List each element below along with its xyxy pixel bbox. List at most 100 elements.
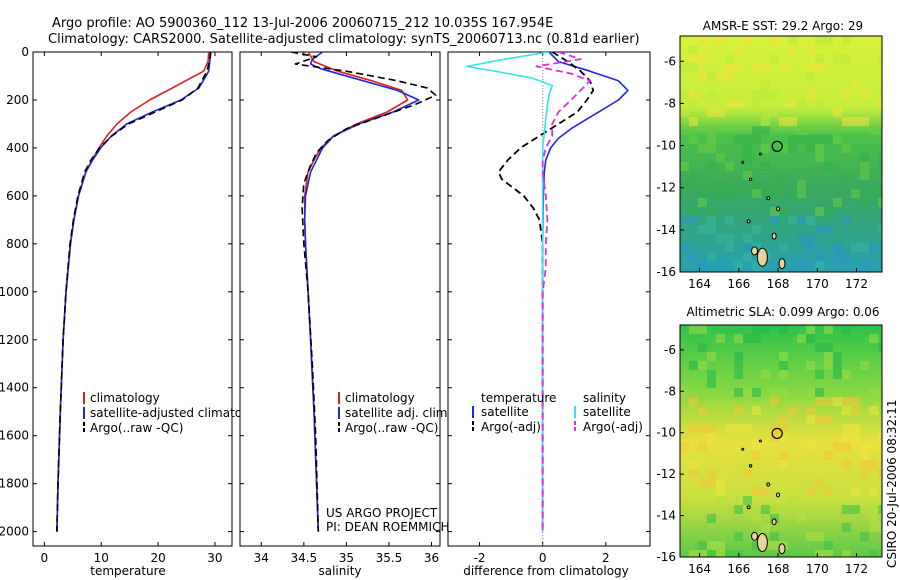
field-cell	[707, 370, 716, 379]
x-tick-label: 166	[727, 277, 750, 291]
field-cell	[860, 532, 869, 541]
credit-line1: US ARGO PROJECT	[326, 506, 438, 520]
field-cell	[860, 162, 869, 171]
field-cell	[752, 225, 761, 234]
field-cell	[797, 126, 806, 135]
field-cell	[806, 325, 815, 334]
field-cell	[779, 370, 788, 379]
field-cell	[860, 198, 869, 207]
x-tick-label: 0	[41, 551, 49, 565]
field-cell	[725, 424, 734, 433]
field-cell	[752, 126, 761, 135]
field-cell	[752, 63, 761, 72]
series-line-argo-raw-qc	[290, 52, 437, 532]
field-cell	[698, 198, 707, 207]
field-cell	[707, 514, 716, 523]
field-cell	[824, 361, 833, 370]
field-cell	[743, 243, 752, 252]
field-cell	[743, 144, 752, 153]
field-cell	[725, 234, 734, 243]
field-cell	[689, 90, 698, 99]
field-cell	[860, 117, 869, 126]
field-cell	[815, 252, 824, 261]
field-cell	[869, 334, 878, 343]
field-cell	[788, 45, 797, 54]
field-cell	[806, 90, 815, 99]
island-outline	[751, 531, 759, 541]
field-cell	[788, 36, 797, 45]
field-cell	[734, 352, 743, 361]
field-cell	[833, 252, 842, 261]
field-cell	[860, 442, 869, 451]
field-cell	[815, 478, 824, 487]
field-cell	[680, 442, 689, 451]
field-cell	[716, 550, 725, 557]
field-cell	[806, 216, 815, 225]
field-cell	[689, 171, 698, 180]
field-cell	[752, 135, 761, 144]
field-cell	[680, 216, 689, 225]
field-cell	[752, 487, 761, 496]
field-cell	[743, 234, 752, 243]
field-cell	[869, 243, 878, 252]
legend-label-climatology: climatology	[90, 391, 160, 405]
field-cell	[707, 252, 716, 261]
island-outline	[766, 196, 771, 201]
field-cell	[833, 361, 842, 370]
legend-label-climatology: climatology	[345, 391, 415, 405]
field-cell	[797, 99, 806, 108]
island-outline	[751, 246, 759, 256]
field-cell	[806, 532, 815, 541]
field-cell	[716, 270, 725, 272]
field-cell	[716, 496, 725, 505]
field-cell	[698, 424, 707, 433]
field-cell	[842, 171, 851, 180]
field-cell	[734, 361, 743, 370]
field-cell	[707, 478, 716, 487]
field-cell	[707, 162, 716, 171]
island-outline	[766, 482, 771, 487]
field-cell	[761, 523, 770, 532]
island-outline	[741, 160, 745, 164]
field-cell	[752, 90, 761, 99]
field-cell	[851, 243, 860, 252]
field-cell	[680, 126, 689, 135]
field-cell	[734, 45, 743, 54]
field-cell	[707, 108, 716, 117]
field-cell	[743, 334, 752, 343]
field-cell	[779, 352, 788, 361]
field-cell	[824, 550, 833, 557]
field-cell	[860, 171, 869, 180]
temperature-series	[56, 52, 212, 532]
field-cell	[689, 135, 698, 144]
series-line-salinity-satellite	[466, 52, 554, 532]
legend-label-temperature-satellite: satellite	[481, 405, 529, 419]
field-cell	[833, 352, 842, 361]
field-cell	[716, 541, 725, 550]
field-cell	[752, 261, 761, 270]
field-cell	[869, 388, 878, 397]
salinity-legend: climatology satellite adj. clim. Argo(..…	[338, 391, 451, 435]
field-cell	[878, 505, 882, 514]
field-cell	[689, 216, 698, 225]
difference-legend: temperature satellite Argo(-adj) salinit…	[472, 391, 643, 434]
field-cell	[806, 135, 815, 144]
field-cell	[752, 514, 761, 523]
difference-xlabel: difference from climatology	[463, 564, 629, 578]
field-cell	[734, 388, 743, 397]
temperature-panel: 0 200 400 600 800 1000 1200 1400 1600 1800 2000 0 10…	[0, 45, 268, 578]
field-cell	[689, 63, 698, 72]
field-cell	[761, 487, 770, 496]
field-cell	[743, 388, 752, 397]
island-outline	[741, 447, 745, 451]
field-cell	[698, 225, 707, 234]
field-cell	[824, 325, 833, 334]
field-cell	[878, 189, 882, 198]
field-cell	[725, 550, 734, 557]
island-outline	[748, 464, 753, 468]
field-cell	[734, 135, 743, 144]
x-tick-label: 2	[602, 551, 610, 565]
field-cell	[878, 180, 882, 189]
field-cell	[788, 117, 797, 126]
field-cell	[707, 72, 716, 81]
